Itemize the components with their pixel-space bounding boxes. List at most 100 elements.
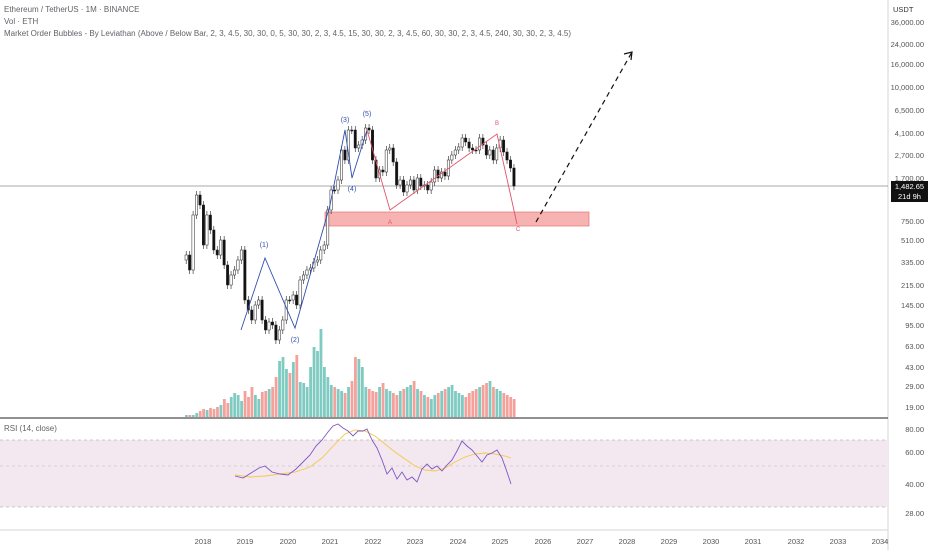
volume-bar xyxy=(495,389,499,417)
volume-bar xyxy=(454,391,457,417)
current-price-value: 1,482.65 xyxy=(894,182,925,191)
volume-bar xyxy=(185,415,188,417)
candle xyxy=(471,147,475,151)
volume-bar xyxy=(326,377,330,417)
volume-bar xyxy=(233,393,237,417)
volume-bar xyxy=(222,399,226,417)
candle xyxy=(457,146,461,151)
price-tick-label: 215.00 xyxy=(901,281,924,290)
volume-bar xyxy=(509,397,513,417)
volume-bar xyxy=(433,395,437,417)
volume-bar xyxy=(316,351,319,417)
candle xyxy=(219,239,223,256)
price-tick-label: 16,000.00 xyxy=(890,60,924,69)
time-tick-label: 2020 xyxy=(279,537,297,546)
volume-bar xyxy=(402,389,406,417)
volume-bar xyxy=(385,389,388,417)
price-tick-label: 335.00 xyxy=(901,258,924,267)
candle xyxy=(267,321,271,331)
price-tick-label: 29.00 xyxy=(905,382,924,391)
candle xyxy=(260,299,264,321)
volume-bar xyxy=(309,367,312,417)
wave-label-c: C xyxy=(515,227,521,233)
time-tick-label: 2028 xyxy=(618,537,636,546)
time-tick-label: 2021 xyxy=(321,537,339,546)
rsi-line xyxy=(234,423,512,485)
abc-correction-line xyxy=(366,129,518,225)
candle xyxy=(277,329,281,341)
candle xyxy=(460,137,464,148)
candle xyxy=(409,179,412,186)
support-zone[interactable] xyxy=(324,211,590,227)
volume-bar xyxy=(195,413,199,417)
candle xyxy=(481,137,485,146)
price-tick-label: 19.00 xyxy=(905,403,924,412)
candle xyxy=(353,129,357,149)
volume-bar xyxy=(347,387,350,417)
price-tick-label: 2,700.00 xyxy=(894,151,924,160)
volume-bar xyxy=(247,397,250,417)
time-tick-label: 2033 xyxy=(829,537,847,546)
wave-label-a: A xyxy=(387,220,393,226)
time-tick-label: 2026 xyxy=(534,537,552,546)
volume-bar xyxy=(367,389,371,417)
volume-bar xyxy=(388,391,392,417)
volume-bar xyxy=(254,395,257,417)
currency-label[interactable]: USDT xyxy=(893,5,914,14)
volume-bar xyxy=(423,395,426,417)
time-tick-label: 2030 xyxy=(702,537,720,546)
volume-bar xyxy=(329,385,333,417)
candle xyxy=(426,184,430,191)
volume-bar xyxy=(216,407,219,417)
candle xyxy=(222,239,226,266)
rsi-title: RSI (14, close) xyxy=(4,424,57,433)
rsi-band xyxy=(0,440,888,507)
candle xyxy=(281,319,285,331)
candle xyxy=(333,189,337,192)
price-tick-label: 4,100.00 xyxy=(894,129,924,138)
volume-bar xyxy=(340,391,344,417)
wave-label-1: (1) xyxy=(259,242,269,249)
volume-bar xyxy=(188,415,192,417)
volume-bar xyxy=(343,393,347,417)
volume-bars xyxy=(185,329,516,417)
candle xyxy=(512,167,516,187)
volume-bar xyxy=(364,387,368,417)
volume-bar xyxy=(281,357,285,417)
wave-label-3: (3) xyxy=(340,117,350,124)
chart-title: Ethereum / TetherUS · 1M · BINANCE xyxy=(4,5,140,14)
candle xyxy=(302,274,305,281)
volume-bar xyxy=(350,381,354,417)
candle xyxy=(350,129,354,132)
volume-bar xyxy=(419,391,423,417)
volume-bar xyxy=(357,359,361,417)
candle xyxy=(274,324,278,341)
volume-bar xyxy=(457,393,461,417)
volume-bar xyxy=(505,395,509,417)
rsi-ma-line xyxy=(234,429,512,478)
volume-bar xyxy=(474,389,478,417)
candle xyxy=(226,264,230,286)
price-tick-label: 95.00 xyxy=(905,321,924,330)
candle xyxy=(440,171,443,179)
volume-bar xyxy=(416,389,419,417)
volume-bar xyxy=(295,355,299,417)
wave-label-4: (4) xyxy=(347,186,357,193)
volume-bar xyxy=(243,391,247,417)
volume-bar xyxy=(212,409,216,417)
volume-bar xyxy=(285,369,288,417)
volume-bar xyxy=(440,391,444,417)
candle xyxy=(388,147,392,151)
volume-bar xyxy=(302,383,306,417)
volume-bar xyxy=(257,399,261,417)
volume-bar xyxy=(312,347,316,417)
candle xyxy=(233,269,236,276)
volume-bar xyxy=(395,395,399,417)
bar-countdown: 21d 9h xyxy=(898,191,921,201)
candle xyxy=(326,209,330,246)
volume-bar xyxy=(447,387,450,417)
price-tick-label: 6,500.00 xyxy=(894,106,924,115)
candles xyxy=(184,124,516,344)
indicator-title: Market Order Bubbles - By Leviathan (Abo… xyxy=(4,29,572,38)
